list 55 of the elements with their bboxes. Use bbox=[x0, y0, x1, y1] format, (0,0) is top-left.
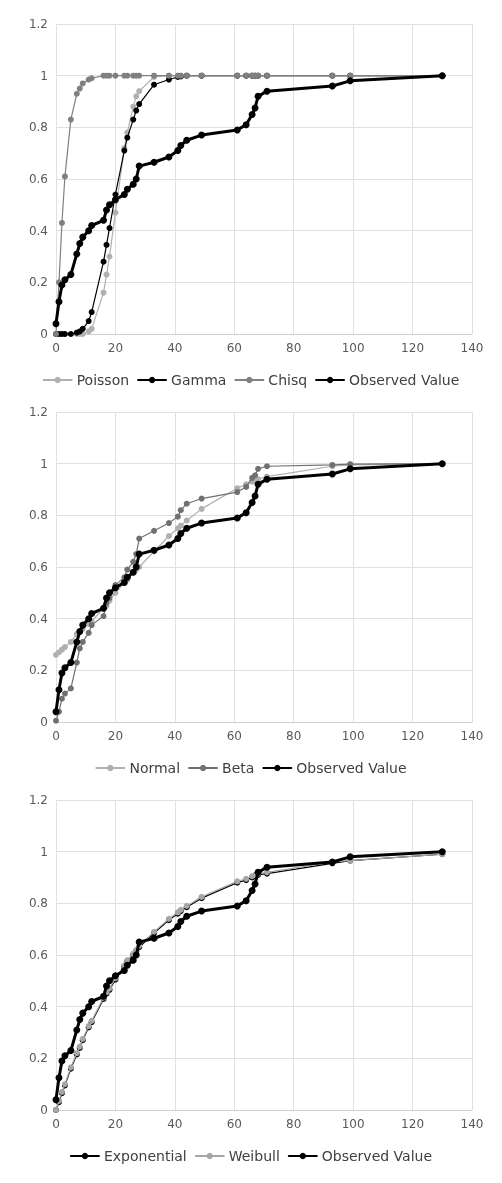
x-tick-label: 40 bbox=[167, 729, 183, 743]
x-tick-label: 20 bbox=[107, 729, 124, 743]
x-tick-label: 60 bbox=[226, 341, 242, 355]
legend-label: Observed Value bbox=[296, 760, 407, 776]
legend-label: Beta bbox=[222, 760, 255, 776]
y-tick-label: 0 bbox=[40, 715, 48, 729]
y-tick-label: 0.2 bbox=[28, 663, 48, 678]
y-tick-label: 1 bbox=[40, 844, 48, 859]
legend-label: Weibull bbox=[228, 1148, 280, 1164]
y-tick-label: 1 bbox=[40, 68, 48, 83]
x-tick-label: 120 bbox=[401, 1117, 425, 1131]
legend-label: Poisson bbox=[76, 372, 130, 388]
legend-label: Exponential bbox=[103, 1148, 187, 1164]
legend-label: Observed Value bbox=[321, 1148, 433, 1164]
x-tick-label: 140 bbox=[460, 729, 484, 743]
y-tick-label: 0.6 bbox=[28, 172, 48, 186]
y-tick-label: 0.6 bbox=[28, 948, 48, 962]
y-tick-label: 0.4 bbox=[28, 611, 48, 626]
x-tick-label: 60 bbox=[226, 1117, 242, 1131]
x-tick-label: 60 bbox=[226, 729, 242, 743]
y-tick-label: 0.8 bbox=[28, 896, 48, 911]
legend-label: Gamma bbox=[171, 372, 227, 388]
x-tick-label: 120 bbox=[401, 341, 425, 355]
x-tick-label: 120 bbox=[401, 729, 425, 743]
y-tick-label: 0.4 bbox=[28, 223, 48, 238]
y-tick-label: 0.2 bbox=[28, 1051, 48, 1066]
x-tick-label: 100 bbox=[341, 729, 365, 743]
x-tick-label: 100 bbox=[341, 1117, 365, 1131]
legend-label: Normal bbox=[129, 760, 181, 776]
y-tick-label: 1.2 bbox=[28, 405, 48, 419]
y-tick-label: 0.4 bbox=[28, 999, 48, 1014]
y-tick-label: 0 bbox=[40, 1103, 48, 1117]
legend-label: Chisq bbox=[268, 372, 308, 388]
y-tick-label: 1.2 bbox=[28, 17, 48, 31]
y-tick-label: 1.2 bbox=[28, 793, 48, 807]
y-tick-label: 0.2 bbox=[28, 275, 48, 290]
y-tick-label: 0 bbox=[40, 327, 48, 341]
y-tick-label: 0.8 bbox=[28, 120, 48, 135]
y-tick-label: 0.6 bbox=[28, 560, 48, 574]
x-tick-label: 40 bbox=[167, 341, 183, 355]
x-tick-label: 80 bbox=[286, 341, 302, 355]
x-tick-label: 80 bbox=[286, 1117, 302, 1131]
x-tick-label: 0 bbox=[52, 341, 60, 355]
legend-label: Observed Value bbox=[349, 372, 460, 388]
x-tick-label: 0 bbox=[52, 729, 60, 743]
x-tick-label: 20 bbox=[107, 1117, 124, 1131]
y-tick-label: 0.8 bbox=[28, 508, 48, 523]
x-tick-label: 0 bbox=[52, 1117, 60, 1131]
x-tick-label: 140 bbox=[460, 341, 484, 355]
y-tick-label: 1 bbox=[40, 456, 48, 471]
x-tick-label: 40 bbox=[167, 1117, 183, 1131]
x-tick-label: 140 bbox=[460, 1117, 484, 1131]
x-tick-label: 80 bbox=[286, 729, 302, 743]
x-tick-label: 100 bbox=[341, 341, 365, 355]
x-tick-label: 20 bbox=[107, 341, 124, 355]
